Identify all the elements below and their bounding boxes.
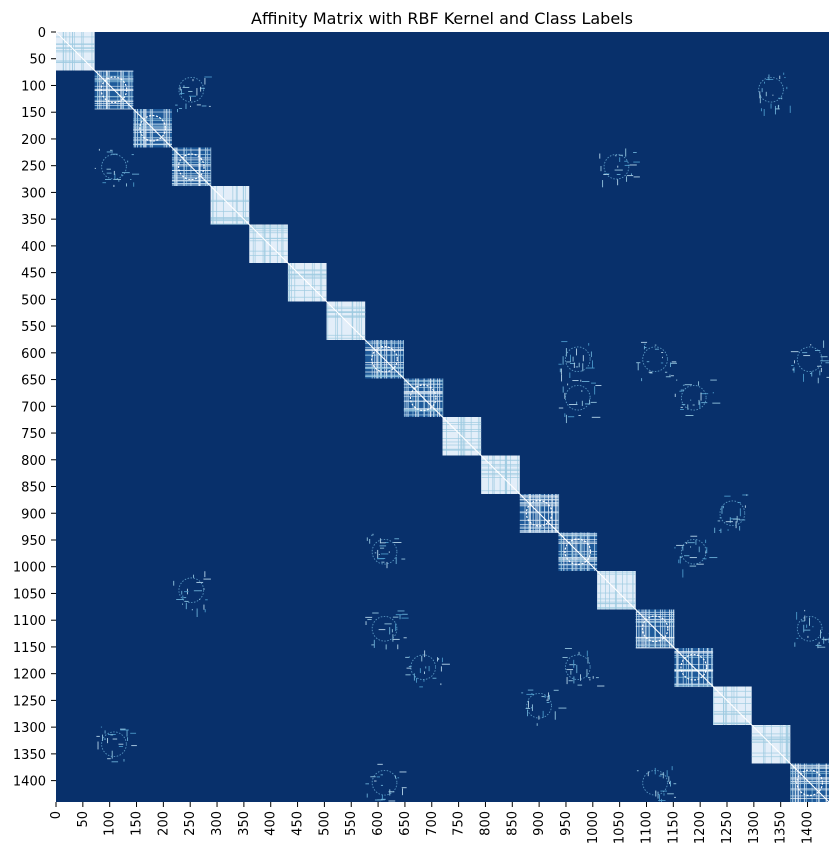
y-tick-label: 50 bbox=[29, 53, 46, 68]
x-axis: 0 50 100 150 200 250 300 350 400 450 500 550 600 650 7… bbox=[49, 802, 816, 844]
y-tick-label: 400 bbox=[21, 240, 46, 255]
off-diagonal-pattern bbox=[365, 763, 407, 802]
y-tick-label: 1050 bbox=[13, 587, 46, 602]
x-tick-label: 800 bbox=[478, 811, 493, 836]
x-tick-label: 1050 bbox=[613, 811, 628, 844]
x-tick-label: 1350 bbox=[774, 811, 789, 844]
x-tick-label: 750 bbox=[452, 811, 467, 836]
y-tick-label: 1200 bbox=[13, 668, 46, 683]
x-tick-label: 1400 bbox=[801, 811, 816, 844]
x-tick-label: 1250 bbox=[720, 811, 735, 844]
off-diagonal-pattern bbox=[794, 609, 829, 649]
y-tick-label: 700 bbox=[21, 400, 46, 415]
x-tick-label: 300 bbox=[210, 811, 225, 836]
y-tick-label: 650 bbox=[21, 374, 46, 389]
x-tick-label: 450 bbox=[291, 811, 306, 836]
off-diagonal-pattern bbox=[674, 379, 721, 416]
y-tick-label: 1400 bbox=[13, 775, 46, 790]
x-tick-label: 650 bbox=[398, 811, 413, 836]
heatmap-plot-area bbox=[56, 32, 829, 802]
x-tick-label: 600 bbox=[371, 811, 386, 836]
x-tick-label: 400 bbox=[264, 811, 279, 836]
off-diagonal-pattern bbox=[173, 571, 211, 618]
x-tick-label: 1300 bbox=[747, 811, 762, 844]
x-tick-label: 250 bbox=[183, 811, 198, 836]
off-diagonal-pattern bbox=[558, 341, 595, 382]
x-tick-label: 350 bbox=[237, 811, 252, 836]
x-tick-label: 500 bbox=[317, 811, 332, 836]
off-diagonal-pattern bbox=[366, 533, 406, 569]
y-tick-label: 1100 bbox=[13, 614, 46, 629]
y-tick-label: 550 bbox=[21, 320, 46, 335]
x-tick-label: 200 bbox=[156, 811, 171, 836]
x-tick-label: 1150 bbox=[666, 811, 681, 844]
off-diagonal-pattern bbox=[562, 648, 605, 687]
off-diagonal-pattern bbox=[405, 650, 450, 688]
off-diagonal-pattern bbox=[175, 76, 212, 113]
x-tick-label: 1200 bbox=[693, 811, 708, 844]
x-tick-label: 150 bbox=[130, 811, 145, 836]
x-tick-label: 1100 bbox=[639, 811, 654, 844]
y-tick-label: 100 bbox=[21, 79, 46, 94]
chart-title: Affinity Matrix with RBF Kernel and Clas… bbox=[251, 9, 633, 28]
x-tick-label: 550 bbox=[344, 811, 359, 836]
off-diagonal-pattern bbox=[96, 726, 137, 763]
x-tick-label: 850 bbox=[505, 811, 520, 836]
x-tick-label: 100 bbox=[103, 811, 118, 836]
off-diagonal-pattern bbox=[558, 379, 602, 424]
off-diagonal-pattern bbox=[674, 535, 718, 578]
y-tick-label: 350 bbox=[21, 213, 46, 228]
y-tick-label: 900 bbox=[21, 507, 46, 522]
off-diagonal-pattern bbox=[758, 72, 791, 116]
y-tick-label: 1000 bbox=[13, 561, 46, 576]
y-tick-label: 750 bbox=[21, 427, 46, 442]
y-tick-label: 200 bbox=[21, 133, 46, 148]
off-diagonal-pattern bbox=[790, 340, 829, 384]
x-tick-label: 0 bbox=[49, 811, 64, 819]
off-diagonal-pattern bbox=[94, 148, 140, 187]
x-tick-label: 50 bbox=[76, 811, 91, 828]
y-tick-label: 250 bbox=[21, 160, 46, 175]
y-tick-label: 1150 bbox=[13, 641, 46, 656]
off-diagonal-pattern bbox=[636, 766, 677, 802]
y-tick-label: 950 bbox=[21, 534, 46, 549]
y-tick-label: 800 bbox=[21, 454, 46, 469]
x-tick-label: 700 bbox=[425, 811, 440, 836]
y-tick-label: 450 bbox=[21, 267, 46, 282]
y-tick-label: 600 bbox=[21, 347, 46, 362]
off-diagonal-pattern bbox=[599, 148, 640, 188]
y-tick-label: 1250 bbox=[13, 694, 46, 709]
y-tick-label: 1350 bbox=[13, 748, 46, 763]
off-diagonal-pattern bbox=[365, 610, 409, 650]
x-tick-label: 900 bbox=[532, 811, 547, 836]
y-tick-label: 300 bbox=[21, 186, 46, 201]
y-axis: 0 50 100 150 200 250 300 350 400 450 500 550 600 650 7… bbox=[13, 26, 56, 790]
diagonal-line bbox=[56, 32, 829, 802]
y-tick-label: 0 bbox=[38, 26, 46, 41]
y-tick-label: 500 bbox=[21, 293, 46, 308]
y-tick-label: 850 bbox=[21, 481, 46, 496]
off-diagonal-pattern bbox=[714, 494, 749, 534]
x-tick-label: 950 bbox=[559, 811, 574, 836]
off-diagonal-pattern bbox=[521, 689, 567, 726]
y-tick-label: 1300 bbox=[13, 721, 46, 736]
off-diagonal-pattern bbox=[636, 341, 677, 382]
y-tick-label: 150 bbox=[21, 106, 46, 121]
x-tick-label: 1000 bbox=[586, 811, 601, 844]
